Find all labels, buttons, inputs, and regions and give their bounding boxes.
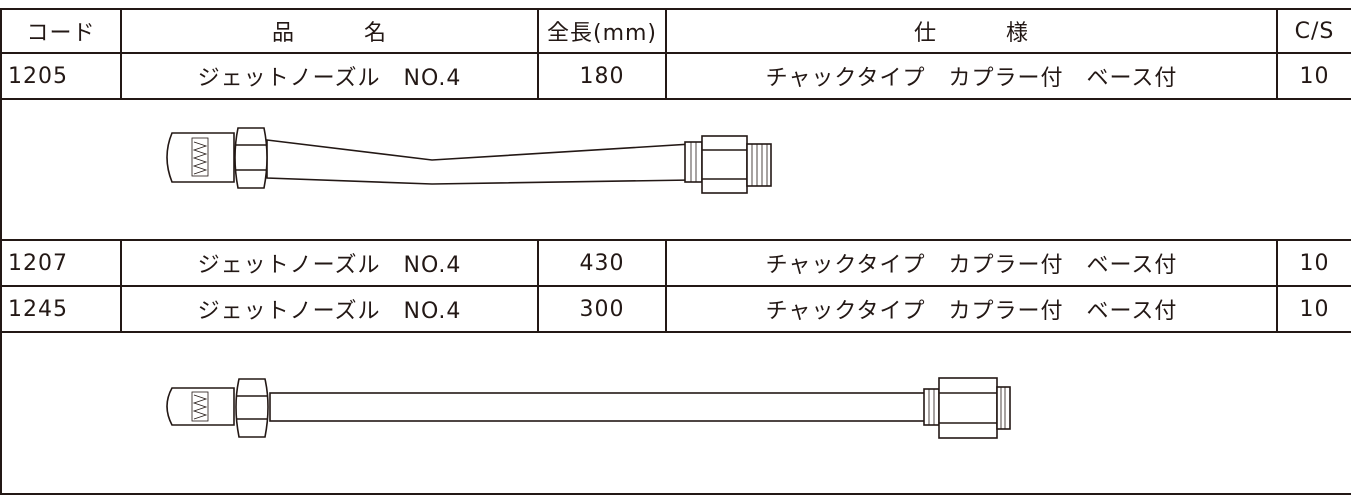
spec: チャックタイプ カプラー付 ベース付 — [665, 239, 1278, 287]
product-table: コード 品 名 全長(mm) 仕 様 C/S 1205 ジェットノーズル NO.… — [0, 8, 1351, 495]
header-cell: コード — [0, 8, 122, 54]
header-row: コード 品 名 全長(mm) 仕 様 C/S — [0, 8, 1351, 54]
length: 300 — [537, 285, 667, 333]
hex-nut — [234, 127, 268, 189]
page: {"table": { "header": ["コード", "品 名", "全長… — [0, 8, 1351, 495]
ferrule — [684, 141, 703, 183]
thread-lines — [1000, 387, 1006, 429]
end-nut — [938, 377, 998, 439]
length: 430 — [537, 239, 667, 287]
product-name: ジェットノーズル NO.4 — [120, 285, 539, 333]
spec: チャックタイプ カプラー付 ベース付 — [665, 52, 1278, 100]
product-name: ジェットノーズル NO.4 — [120, 52, 539, 100]
thread-lines — [751, 144, 768, 186]
header-cell: 全長(mm) — [537, 8, 667, 54]
image-cell — [0, 331, 1351, 495]
product-name: ジェットノーズル NO.4 — [120, 239, 539, 287]
knurl-pattern — [192, 394, 208, 420]
thread — [996, 386, 1011, 430]
row: 1207 ジェットノーズル NO.4 430 チャックタイプ カプラー付 ベース… — [0, 239, 1351, 287]
end-nut — [701, 135, 748, 194]
image-row — [0, 331, 1351, 495]
header-cell: 品 名 — [120, 8, 539, 54]
code: 1245 — [0, 285, 122, 333]
ferrule — [923, 388, 940, 426]
tube — [266, 139, 693, 185]
case-qty: 10 — [1276, 285, 1351, 333]
row: 1245 ジェットノーズル NO.4 300 チャックタイプ カプラー付 ベース… — [0, 285, 1351, 333]
case-qty: 10 — [1276, 239, 1351, 287]
table-wrap: コード 品 名 全長(mm) 仕 様 C/S 1205 ジェットノーズル NO.… — [0, 8, 1351, 495]
image-row — [0, 98, 1351, 241]
nozzle-drawing — [166, 377, 1011, 439]
nozzle-drawing — [166, 127, 772, 194]
length: 180 — [537, 52, 667, 100]
row: 1205 ジェットノーズル NO.4 180 チャックタイプ カプラー付 ベース… — [0, 52, 1351, 100]
spec: チャックタイプ カプラー付 ベース付 — [665, 285, 1278, 333]
header-cell: 仕 様 — [665, 8, 1278, 54]
tube — [269, 392, 927, 422]
code: 1205 — [0, 52, 122, 100]
case-qty: 10 — [1276, 52, 1351, 100]
image-cell — [0, 98, 1351, 241]
header-cell: C/S — [1276, 8, 1351, 54]
hex-nut — [235, 378, 269, 438]
knurl-pattern — [192, 141, 208, 175]
code: 1207 — [0, 239, 122, 287]
